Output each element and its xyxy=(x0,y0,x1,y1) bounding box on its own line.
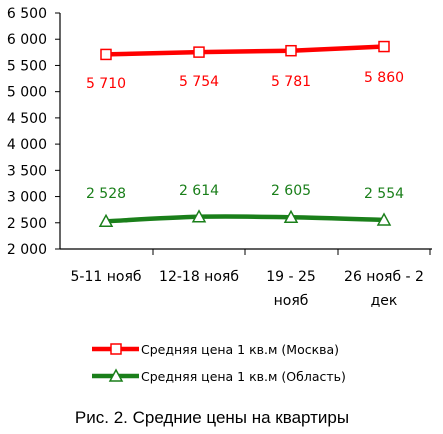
x-tick-label: 5-11 нояб xyxy=(71,269,142,285)
y-tick-label: 2 000 xyxy=(7,242,47,258)
legend: Средняя цена 1 кв.м (Москва) Средняя цена… xyxy=(92,342,346,384)
data-label: 5 754 xyxy=(179,74,219,90)
data-point xyxy=(98,213,114,228)
y-tick-label: 3 000 xyxy=(7,190,47,206)
y-tick-label: 4 000 xyxy=(7,137,47,153)
legend-marker xyxy=(108,368,124,382)
data-label: 5 781 xyxy=(271,74,311,90)
legend-marker xyxy=(110,343,122,355)
data-point xyxy=(378,40,390,53)
axes xyxy=(59,13,432,250)
y-tick-label: 5 500 xyxy=(7,58,47,74)
data-point xyxy=(100,48,112,61)
y-axis-ticks: 6 500 6 000 5 500 5 000 4 500 4 000 3 500 3 000… xyxy=(7,6,60,258)
y-tick-label: 5 000 xyxy=(7,85,47,101)
data-label: 2 528 xyxy=(86,186,126,202)
series-1: 5 710 5 754 5 781 5 860 xyxy=(86,40,404,92)
data-point xyxy=(283,209,299,224)
series-line xyxy=(105,44,385,57)
y-tick-label: 3 500 xyxy=(7,163,47,179)
data-label: 5 860 xyxy=(364,70,404,86)
figure-caption: Рис. 2. Средние цены на квартиры xyxy=(75,408,349,427)
data-point xyxy=(193,46,205,58)
series-2: 2 528 2 614 2 605 2 554 xyxy=(86,183,404,228)
data-point xyxy=(285,44,297,57)
data-point xyxy=(376,212,392,226)
x-axis-ticks: 5-11 нояб 12-18 нояб 19 - 25 нояб 26 нояб - … xyxy=(71,249,431,309)
legend-item: Средняя цена 1 кв.м (Область) xyxy=(92,368,346,384)
legend-label: Средняя цена 1 кв.м (Область) xyxy=(141,369,346,384)
y-tick-label: 6 000 xyxy=(7,32,47,48)
x-tick-label: дек xyxy=(371,293,398,309)
data-label: 2 554 xyxy=(364,186,404,202)
x-tick-label: 12-18 нояб xyxy=(159,269,239,285)
y-tick-label: 4 500 xyxy=(7,111,47,127)
x-tick-label: 19 - 25 xyxy=(266,269,316,285)
data-point xyxy=(191,209,207,223)
legend-label: Средняя цена 1 кв.м (Москва) xyxy=(141,342,339,357)
data-label: 2 614 xyxy=(179,183,219,199)
legend-item: Средняя цена 1 кв.м (Москва) xyxy=(92,342,339,357)
y-tick-label: 2 500 xyxy=(7,216,47,232)
y-tick-label: 6 500 xyxy=(7,6,47,22)
data-label: 2 605 xyxy=(271,183,311,199)
x-tick-label: нояб xyxy=(274,293,309,309)
series-line xyxy=(105,214,385,224)
series-group: 5 710 5 754 5 781 5 860 2 528 2 614 2 605 2 554 xyxy=(86,40,404,228)
data-label: 5 710 xyxy=(86,76,126,92)
x-tick-label: 26 нояб - 2 xyxy=(344,269,424,285)
